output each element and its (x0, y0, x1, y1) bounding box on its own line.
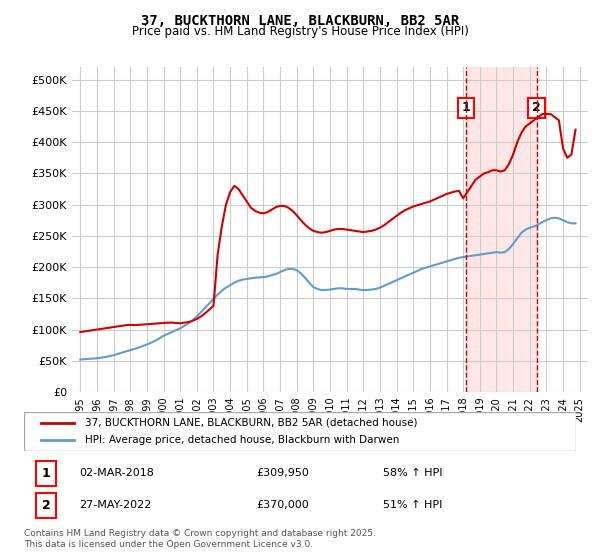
FancyBboxPatch shape (36, 460, 56, 486)
Text: HPI: Average price, detached house, Blackburn with Darwen: HPI: Average price, detached house, Blac… (85, 435, 399, 445)
Text: 02-MAR-2018: 02-MAR-2018 (79, 468, 154, 478)
Text: 37, BUCKTHORN LANE, BLACKBURN, BB2 5AR: 37, BUCKTHORN LANE, BLACKBURN, BB2 5AR (141, 14, 459, 28)
Text: Price paid vs. HM Land Registry's House Price Index (HPI): Price paid vs. HM Land Registry's House … (131, 25, 469, 38)
Text: 27-MAY-2022: 27-MAY-2022 (79, 501, 152, 510)
Text: 1: 1 (461, 101, 470, 114)
Text: £370,000: £370,000 (256, 501, 308, 510)
Bar (466, 67, 536, 392)
Text: 51% ↑ HPI: 51% ↑ HPI (383, 501, 442, 510)
Text: £309,950: £309,950 (256, 468, 309, 478)
Text: 2: 2 (42, 499, 50, 512)
FancyBboxPatch shape (36, 493, 56, 518)
Text: 1: 1 (42, 466, 50, 480)
Text: 37, BUCKTHORN LANE, BLACKBURN, BB2 5AR (detached house): 37, BUCKTHORN LANE, BLACKBURN, BB2 5AR (… (85, 418, 417, 428)
Text: 58% ↑ HPI: 58% ↑ HPI (383, 468, 442, 478)
Text: 2: 2 (532, 101, 541, 114)
FancyBboxPatch shape (24, 412, 576, 451)
Text: Contains HM Land Registry data © Crown copyright and database right 2025.
This d: Contains HM Land Registry data © Crown c… (24, 529, 376, 549)
